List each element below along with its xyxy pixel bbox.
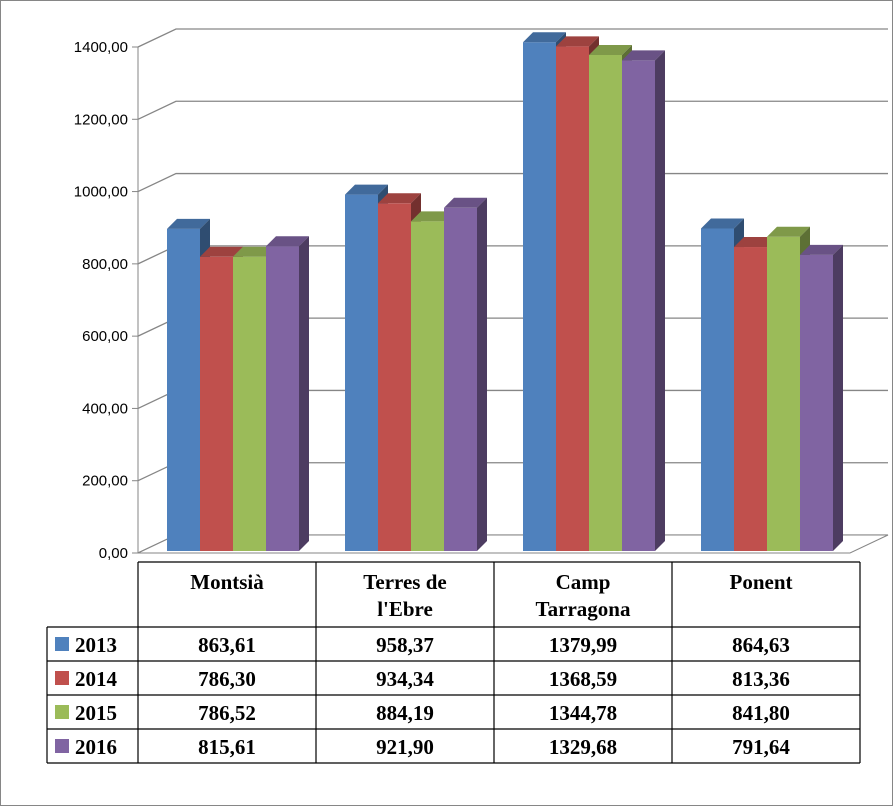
bar-front bbox=[701, 228, 734, 551]
floor bbox=[137, 534, 889, 554]
y-tick-label: 0,00 bbox=[99, 545, 128, 562]
bar-front bbox=[345, 194, 378, 551]
y-tick-label: 1200,00 bbox=[74, 111, 128, 128]
data-label: 958,37 bbox=[376, 633, 434, 657]
legend-series-name: 2013 bbox=[75, 633, 117, 657]
bar-front bbox=[378, 203, 411, 551]
y-tick-label: 200,00 bbox=[82, 473, 128, 490]
bar-top bbox=[444, 197, 487, 208]
bar-top bbox=[378, 193, 421, 204]
bar-front bbox=[734, 247, 767, 552]
data-label: 934,34 bbox=[376, 667, 434, 691]
legend-key bbox=[55, 705, 69, 719]
bar bbox=[266, 236, 309, 551]
category-label: Ponent bbox=[730, 570, 793, 594]
bar-top bbox=[767, 226, 810, 237]
bar bbox=[800, 244, 843, 551]
data-label: 786,52 bbox=[198, 701, 256, 725]
bar-front bbox=[523, 42, 556, 552]
legend-series-name: 2015 bbox=[75, 701, 117, 725]
bar-top bbox=[800, 244, 843, 255]
data-label: 815,61 bbox=[198, 735, 256, 759]
bar-front bbox=[167, 228, 200, 551]
gridline bbox=[137, 28, 888, 48]
bar-top bbox=[589, 44, 632, 55]
data-label: 841,80 bbox=[732, 701, 790, 725]
bar-front bbox=[800, 254, 833, 551]
bar-top bbox=[556, 36, 599, 47]
bar-top bbox=[622, 50, 665, 61]
category-label: Terres de bbox=[363, 570, 446, 594]
bar-front bbox=[622, 60, 655, 552]
data-label: 1379,99 bbox=[549, 633, 617, 657]
y-tick-label: 600,00 bbox=[82, 328, 128, 345]
bar-front bbox=[233, 256, 266, 551]
y-tick-label: 1400,00 bbox=[74, 39, 128, 56]
data-label: 786,30 bbox=[198, 667, 256, 691]
data-label: 863,61 bbox=[198, 633, 256, 657]
bar-top bbox=[266, 236, 309, 247]
bar-front bbox=[444, 207, 477, 551]
bar-top bbox=[734, 237, 777, 248]
bar-front bbox=[200, 256, 233, 551]
data-label: 1368,59 bbox=[549, 667, 617, 691]
data-label: 791,64 bbox=[732, 735, 790, 759]
legend-key bbox=[55, 739, 69, 753]
category-label: l'Ebre bbox=[377, 597, 433, 621]
bar-top bbox=[167, 218, 210, 229]
bar-top bbox=[345, 184, 388, 195]
data-label: 921,90 bbox=[376, 735, 434, 759]
data-label: 864,63 bbox=[732, 633, 790, 657]
bar-top bbox=[523, 32, 566, 43]
legend-series-name: 2014 bbox=[75, 667, 118, 691]
bar-top bbox=[233, 246, 276, 257]
category-label: Montsià bbox=[190, 570, 264, 594]
y-tick-label: 400,00 bbox=[82, 400, 128, 417]
category-label: Camp bbox=[556, 570, 611, 594]
category-label: Tarragona bbox=[536, 597, 631, 621]
data-label: 813,36 bbox=[732, 667, 790, 691]
bar-front bbox=[767, 236, 800, 551]
legend-series-name: 2016 bbox=[75, 735, 117, 759]
data-label: 1344,78 bbox=[549, 701, 617, 725]
bar-front bbox=[411, 221, 444, 551]
bar-top bbox=[200, 246, 243, 257]
bar-side bbox=[833, 244, 843, 551]
y-tick-label: 800,00 bbox=[82, 256, 128, 273]
bar-front bbox=[556, 46, 589, 551]
legend-key bbox=[55, 637, 69, 651]
bar-top bbox=[701, 218, 744, 229]
y-tick-label: 1000,00 bbox=[74, 184, 128, 201]
bar bbox=[622, 50, 665, 552]
data-label: 884,19 bbox=[376, 701, 434, 725]
bar-front bbox=[589, 54, 622, 552]
bar-side bbox=[477, 197, 487, 551]
bar-front bbox=[266, 246, 299, 551]
bar-side bbox=[655, 50, 665, 552]
bar bbox=[444, 197, 487, 551]
bar-top bbox=[411, 211, 454, 222]
legend-key bbox=[55, 671, 69, 685]
data-label: 1329,68 bbox=[549, 735, 617, 759]
bar-side bbox=[299, 236, 309, 551]
